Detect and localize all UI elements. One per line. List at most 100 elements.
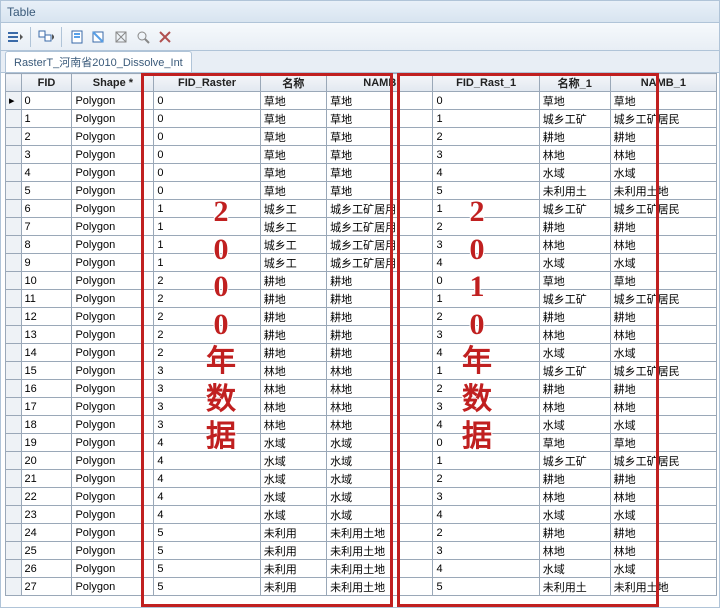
- cell: 18: [21, 416, 72, 434]
- col-shape[interactable]: Shape *: [72, 74, 154, 92]
- col-namb-1[interactable]: NAMB_1: [610, 74, 716, 92]
- related-tables-button[interactable]: [36, 27, 56, 47]
- table-row[interactable]: 22Polygon4水域水域3林地林地: [6, 488, 717, 506]
- table-row[interactable]: 8Polygon1城乡工城乡工矿居用3林地林地: [6, 236, 717, 254]
- cell: 耕地: [327, 308, 433, 326]
- row-selector[interactable]: [6, 452, 22, 470]
- table-row[interactable]: 25Polygon5未利用未利用土地3林地林地: [6, 542, 717, 560]
- col-namb[interactable]: NAMB: [327, 74, 433, 92]
- cell: 3: [433, 398, 539, 416]
- table-row[interactable]: 13Polygon2耕地耕地3林地林地: [6, 326, 717, 344]
- table-row[interactable]: 24Polygon5未利用未利用土地2耕地耕地: [6, 524, 717, 542]
- table-row[interactable]: 20Polygon4水域水域1城乡工矿城乡工矿居民: [6, 452, 717, 470]
- cell: 耕地: [539, 524, 610, 542]
- table-row[interactable]: 18Polygon3林地林地4水域水域: [6, 416, 717, 434]
- cell: 林地: [539, 488, 610, 506]
- table-row[interactable]: 12Polygon2耕地耕地2耕地耕地: [6, 308, 717, 326]
- table-row[interactable]: 5Polygon0草地草地5未利用土未利用土地: [6, 182, 717, 200]
- col-name[interactable]: 名称: [260, 74, 326, 92]
- table-row[interactable]: 7Polygon1城乡工城乡工矿居用2耕地耕地: [6, 218, 717, 236]
- table-row[interactable]: 3Polygon0草地草地3林地林地: [6, 146, 717, 164]
- row-selector[interactable]: [6, 488, 22, 506]
- table-row[interactable]: 15Polygon3林地林地1城乡工矿城乡工矿居民: [6, 362, 717, 380]
- cell: 水域: [610, 164, 716, 182]
- cell: 未利用土: [539, 182, 610, 200]
- cell: 水域: [327, 434, 433, 452]
- cell: 草地: [327, 92, 433, 110]
- row-selector[interactable]: [6, 506, 22, 524]
- row-selector[interactable]: [6, 362, 22, 380]
- cell: 2: [154, 344, 260, 362]
- row-selector[interactable]: [6, 200, 22, 218]
- row-selector[interactable]: [6, 416, 22, 434]
- row-selector[interactable]: [6, 470, 22, 488]
- row-selector[interactable]: [6, 398, 22, 416]
- table-row[interactable]: 23Polygon4水域水域4水域水域: [6, 506, 717, 524]
- cell: 1: [433, 290, 539, 308]
- table-row[interactable]: 16Polygon3林地林地2耕地耕地: [6, 380, 717, 398]
- table-row[interactable]: 4Polygon0草地草地4水域水域: [6, 164, 717, 182]
- cell: Polygon: [72, 92, 154, 110]
- layer-tab[interactable]: RasterT_河南省2010_Dissolve_Int: [5, 51, 192, 72]
- row-selector[interactable]: [6, 308, 22, 326]
- switch-selection-button[interactable]: [89, 27, 109, 47]
- row-selector[interactable]: [6, 272, 22, 290]
- select-by-attributes-button[interactable]: [67, 27, 87, 47]
- table-row[interactable]: ▸0Polygon0草地草地0草地草地: [6, 92, 717, 110]
- table-row[interactable]: 9Polygon1城乡工城乡工矿居用4水域水域: [6, 254, 717, 272]
- row-selector[interactable]: [6, 182, 22, 200]
- table-row[interactable]: 21Polygon4水域水域2耕地耕地: [6, 470, 717, 488]
- cell: 林地: [327, 398, 433, 416]
- row-selector[interactable]: [6, 164, 22, 182]
- row-selector[interactable]: [6, 290, 22, 308]
- table-row[interactable]: 1Polygon0草地草地1城乡工矿城乡工矿居民: [6, 110, 717, 128]
- col-fid-rast-1[interactable]: FID_Rast_1: [433, 74, 539, 92]
- row-selector[interactable]: [6, 110, 22, 128]
- cell: Polygon: [72, 434, 154, 452]
- delete-button[interactable]: [155, 27, 175, 47]
- list-menu-button[interactable]: [5, 27, 25, 47]
- cell: 耕地: [610, 308, 716, 326]
- col-fid[interactable]: FID: [21, 74, 72, 92]
- cell: 22: [21, 488, 72, 506]
- col-fid-raster[interactable]: FID_Raster: [154, 74, 260, 92]
- table-row[interactable]: 11Polygon2耕地耕地1城乡工矿城乡工矿居民: [6, 290, 717, 308]
- table-row[interactable]: 19Polygon4水域水域0草地草地: [6, 434, 717, 452]
- row-selector[interactable]: [6, 344, 22, 362]
- table-row[interactable]: 17Polygon3林地林地3林地林地: [6, 398, 717, 416]
- row-selector[interactable]: [6, 542, 22, 560]
- table-row[interactable]: 26Polygon5未利用未利用土地4水域水域: [6, 560, 717, 578]
- row-selector[interactable]: [6, 524, 22, 542]
- row-selector[interactable]: [6, 380, 22, 398]
- cell: 耕地: [260, 290, 326, 308]
- table-row[interactable]: 2Polygon0草地草地2耕地耕地: [6, 128, 717, 146]
- table-row[interactable]: 27Polygon5未利用未利用土地5未利用土未利用土地: [6, 578, 717, 596]
- cell: 城乡工矿居民: [610, 110, 716, 128]
- cell: Polygon: [72, 290, 154, 308]
- table-row[interactable]: 6Polygon1城乡工城乡工矿居用1城乡工矿城乡工矿居民: [6, 200, 717, 218]
- cell: 15: [21, 362, 72, 380]
- row-selector[interactable]: [6, 236, 22, 254]
- row-selector[interactable]: [6, 146, 22, 164]
- clear-selection-button[interactable]: [111, 27, 131, 47]
- row-selector[interactable]: [6, 254, 22, 272]
- row-selector[interactable]: [6, 326, 22, 344]
- row-selector[interactable]: [6, 218, 22, 236]
- row-selector[interactable]: ▸: [6, 92, 22, 110]
- row-selector[interactable]: [6, 128, 22, 146]
- cell: 草地: [327, 128, 433, 146]
- col-name-1[interactable]: 名称_1: [539, 74, 610, 92]
- zoom-selected-button[interactable]: [133, 27, 153, 47]
- cell: Polygon: [72, 272, 154, 290]
- row-selector[interactable]: [6, 434, 22, 452]
- table-row[interactable]: 14Polygon2耕地耕地4水域水域: [6, 344, 717, 362]
- cell: 水域: [539, 560, 610, 578]
- cell: 2: [433, 470, 539, 488]
- cell: 1: [154, 200, 260, 218]
- cell: 草地: [260, 146, 326, 164]
- cell: Polygon: [72, 380, 154, 398]
- row-selector[interactable]: [6, 560, 22, 578]
- table-row[interactable]: 10Polygon2耕地耕地0草地草地: [6, 272, 717, 290]
- row-selector[interactable]: [6, 578, 22, 596]
- cell: 5: [154, 524, 260, 542]
